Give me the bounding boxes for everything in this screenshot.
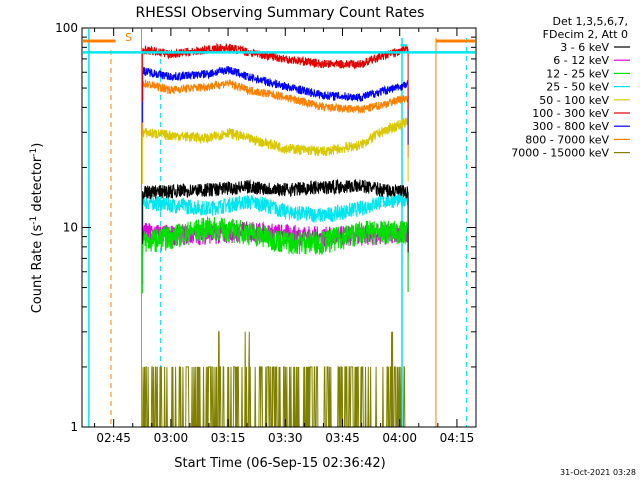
x-axis-label: Start Time (06-Sep-15 02:36:42) <box>174 456 385 471</box>
legend: Det 1,3,5,6,7,FDecim 2, Att 03 - 6 keV6 … <box>511 15 630 160</box>
x-tick-label: 03:30 <box>268 431 303 445</box>
legend-entry-label: 50 - 100 keV <box>539 94 609 107</box>
axis-ticks: 02:45 03:00 03:15 03:30 03:45 04:00 04:15 1 10 10… <box>55 21 477 445</box>
y-axis-label: Count Rate (s-1 detector-1) <box>29 143 45 314</box>
legend-entry-label: 6 - 12 keV <box>553 54 609 67</box>
legend-entry-label: 3 - 6 keV <box>560 41 609 54</box>
generation-timestamp: 31-Oct-2021 03:28 <box>560 468 636 477</box>
x-tick-label: 04:15 <box>440 431 475 445</box>
y-tick-label: 10 <box>63 221 78 235</box>
saa-flag-label: S <box>125 31 132 44</box>
series-layer <box>142 42 409 428</box>
legend-entry-label: 300 - 800 keV <box>532 120 609 133</box>
legend-header-decimation: FDecim 2, Att 0 <box>543 28 628 41</box>
legend-entry-label: 12 - 25 keV <box>546 67 609 80</box>
series-line <box>142 191 409 223</box>
x-tick-label: 03:15 <box>211 431 246 445</box>
series-7000-15000-kev <box>142 331 408 428</box>
series-line <box>142 178 409 201</box>
series-line <box>142 216 409 255</box>
x-tick-label: 02:45 <box>96 431 131 445</box>
series-3-6-kev <box>142 178 409 253</box>
legend-header-detectors: Det 1,3,5,6,7, <box>552 15 628 28</box>
series-line <box>142 42 409 70</box>
series-100-300-kev <box>142 42 409 110</box>
y-tick-label: 1 <box>70 420 78 434</box>
x-tick-label: 03:45 <box>325 431 360 445</box>
x-tick-label: 04:00 <box>382 431 417 445</box>
legend-entry-label: 25 - 50 keV <box>546 81 609 94</box>
attenuator-lines <box>83 44 475 54</box>
chart-title: RHESSI Observing Summary Count Rates <box>136 5 425 21</box>
legend-entry-label: 7000 - 15000 keV <box>511 147 609 160</box>
x-tick-label: 03:00 <box>154 431 189 445</box>
series-line <box>142 79 409 115</box>
legend-entry-label: 100 - 300 keV <box>532 107 609 120</box>
series-line <box>142 66 409 102</box>
series-50-100-kev <box>142 116 409 185</box>
legend-entry-label: 800 - 7000 keV <box>525 133 609 146</box>
series-line <box>142 116 409 157</box>
series-line <box>142 331 408 428</box>
y-tick-label: 100 <box>55 21 78 35</box>
